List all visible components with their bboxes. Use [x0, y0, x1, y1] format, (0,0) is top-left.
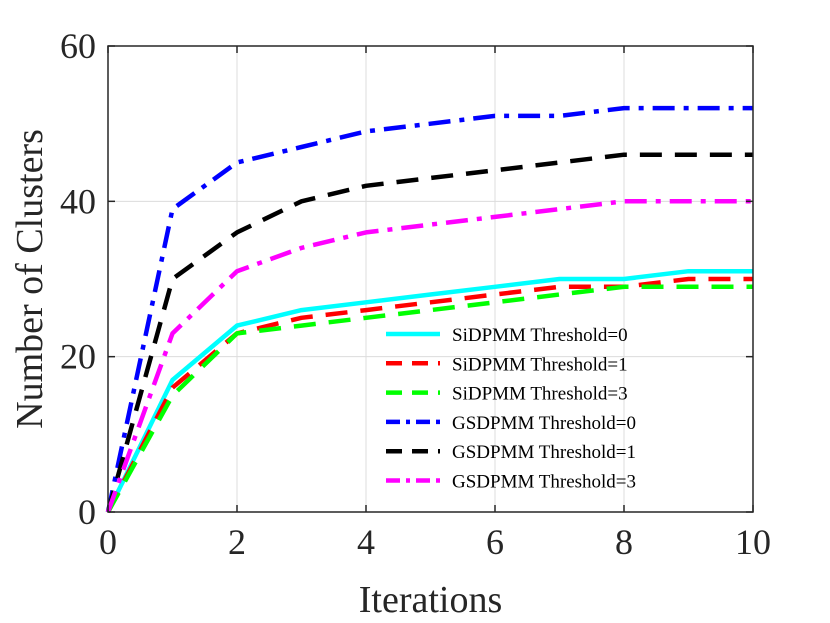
series-lines: [105, 105, 753, 514]
series-line-gsdpmm-threshold-0: [105, 105, 753, 513]
x-axis-label: Iterations: [359, 579, 503, 621]
legend: SiDPMM Threshold=0 SiDPMM Threshold=1 SiDP…: [386, 325, 636, 493]
x-tick-label: 0: [99, 522, 117, 562]
x-tick-label: 2: [228, 522, 246, 562]
y-tick-label: 20: [60, 337, 96, 377]
axis-ticks: 0 2 4 6 8 10 0 20 40 60: [60, 26, 771, 562]
plot-frame: [107, 45, 754, 513]
x-tick-label: 8: [615, 522, 633, 562]
legend-label: GSDPMM Threshold=0: [452, 413, 636, 434]
x-tick-label: 4: [357, 522, 375, 562]
legend-label: GSDPMM Threshold=3: [452, 472, 636, 493]
y-tick-label: 0: [78, 492, 96, 532]
y-axis-label: Number of Clusters: [9, 129, 51, 429]
series-line-gsdpmm-threshold-1: [105, 152, 753, 513]
x-tick-label: 6: [486, 522, 504, 562]
series-line-sidpmm-threshold-0: [105, 268, 753, 513]
y-tick-label: 40: [60, 181, 96, 221]
grid: [107, 45, 754, 513]
y-tick-label: 60: [60, 26, 96, 66]
series-line-gsdpmm-threshold-3: [105, 199, 753, 513]
legend-label: SiDPMM Threshold=0: [452, 325, 628, 346]
legend-label: SiDPMM Threshold=1: [452, 354, 628, 375]
x-tick-label: 10: [735, 522, 771, 562]
series-line-sidpmm-threshold-1: [106, 276, 753, 514]
legend-label: SiDPMM Threshold=3: [452, 384, 628, 405]
series-line-sidpmm-threshold-3: [106, 284, 753, 514]
legend-label: GSDPMM Threshold=1: [452, 442, 636, 463]
